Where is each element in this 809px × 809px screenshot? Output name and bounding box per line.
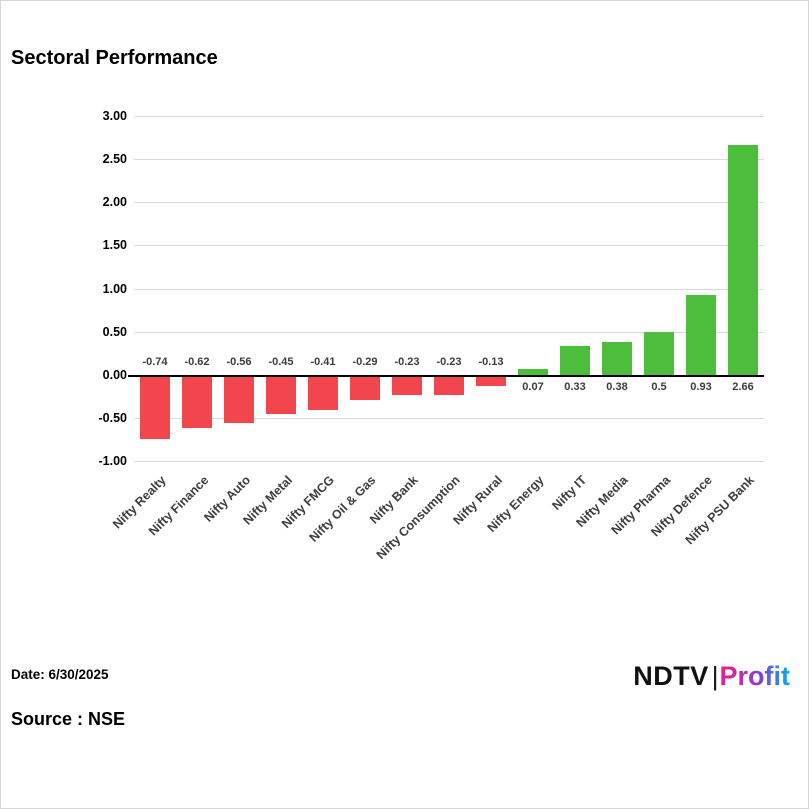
y-tick-label: 2.00 [102, 195, 127, 210]
bar [518, 368, 548, 375]
bar [140, 374, 170, 439]
footer-source: Source : NSE [11, 709, 126, 729]
bar [182, 374, 212, 429]
bar-value-label: 0.5 [651, 380, 667, 393]
bar-value-label: -0.23 [394, 355, 420, 368]
gridline [134, 202, 764, 204]
x-axis-label: Nifty IT [549, 473, 589, 513]
logo-profit-text: Profit [719, 661, 791, 691]
bar [308, 374, 338, 411]
y-tick-label: 3.00 [102, 109, 127, 123]
bar-value-label: 0.33 [564, 380, 586, 393]
bar-value-label: -0.45 [268, 355, 294, 368]
bar-value-label: -0.56 [226, 355, 252, 368]
bar [266, 374, 296, 414]
bar [560, 346, 590, 375]
bar [224, 374, 254, 424]
bar [644, 331, 674, 375]
y-tick-label: -1.00 [98, 454, 128, 468]
bar [434, 374, 464, 395]
bar-value-label: -0.29 [352, 355, 378, 368]
gridline [134, 461, 764, 462]
gridline [134, 417, 764, 419]
footer-date: Date: 6/30/2025 [11, 667, 109, 682]
y-tick-label: 0.00 [102, 367, 127, 382]
bar-value-label: 0.07 [522, 380, 544, 393]
bar-value-label: 0.38 [606, 380, 628, 393]
y-tick-label: 1.00 [102, 281, 127, 296]
bar [476, 374, 506, 386]
bar-value-label: -0.13 [478, 355, 504, 368]
y-tick-label: -0.50 [98, 410, 128, 425]
bar-value-label: -0.74 [142, 355, 168, 368]
bar [602, 341, 632, 375]
bar-value-label: 2.66 [732, 380, 754, 393]
gridline [134, 159, 764, 161]
bar [728, 145, 758, 375]
zero-axis-line [128, 374, 764, 377]
y-tick-label: 2.50 [102, 152, 127, 167]
logo-ndtv-text: NDTV [633, 661, 709, 691]
y-tick-label: 1.50 [102, 238, 127, 253]
y-axis-labels: 3.00 2.50 2.00 1.50 1.00 0.50 0.00 -0.50 -1.00 [41, 109, 128, 468]
bar [392, 374, 422, 395]
logo-separator: | [711, 661, 719, 691]
bar-value-label: -0.41 [310, 355, 336, 368]
bar [350, 374, 380, 400]
bar-value-label: -0.23 [436, 355, 462, 368]
x-axis-labels: Nifty Realty Nifty Finance Nifty Auto Nifty… [110, 467, 764, 607]
gridline [134, 288, 764, 290]
bar [686, 294, 716, 375]
chart-title: Sectoral Performance [11, 47, 218, 69]
gridline [134, 331, 764, 333]
gridline [134, 116, 764, 117]
y-tick-label: 0.50 [102, 324, 127, 339]
bar-value-label: 0.93 [690, 380, 712, 393]
bar-value-label: -0.62 [184, 355, 210, 368]
gridline [134, 245, 764, 247]
plot-area: -0.74 -0.62 -0.56 -0.45 -0.41 -0.29 -0.23 -0.23… [128, 116, 764, 462]
ndtv-profit-logo: NDTV | Profit [633, 661, 790, 692]
